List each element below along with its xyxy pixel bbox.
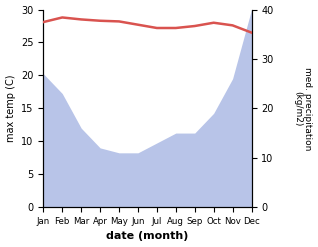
Y-axis label: max temp (C): max temp (C) (5, 75, 16, 142)
X-axis label: date (month): date (month) (106, 231, 189, 242)
Y-axis label: med. precipitation
(kg/m2): med. precipitation (kg/m2) (293, 67, 313, 150)
